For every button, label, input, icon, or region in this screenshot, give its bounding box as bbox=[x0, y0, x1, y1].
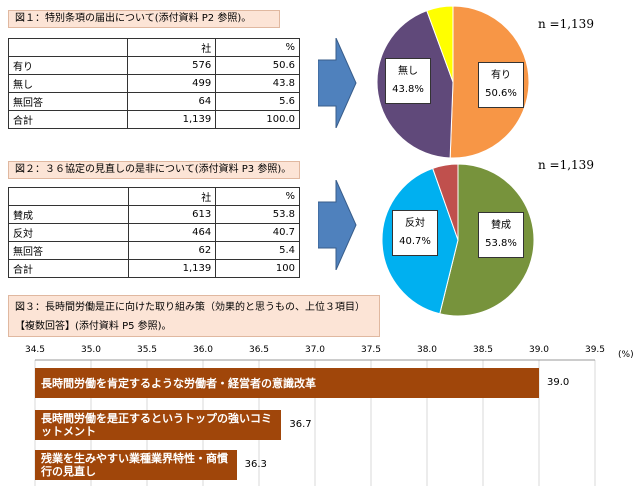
row-count: 464 bbox=[127, 223, 217, 242]
row-label: 賛成 bbox=[8, 205, 129, 224]
pie-slice bbox=[426, 5, 454, 83]
fig1-caption: 図１：特別条項の届出について(添付資料 P2 参照)。 bbox=[8, 10, 280, 28]
row-pct: 50.6 bbox=[215, 56, 300, 75]
header-cell: % bbox=[215, 38, 300, 57]
label-pct: 43.8% bbox=[392, 84, 424, 95]
pie2-label-for: 賛成 53.8% bbox=[478, 212, 524, 258]
label-pct: 53.8% bbox=[485, 238, 517, 249]
label-pct: 40.7% bbox=[399, 236, 431, 247]
fig2-table: 社 % 賛成 613 53.8 反対 464 40.7 無回答 62 5.4 合… bbox=[8, 187, 300, 278]
pie2-label-against: 反対 40.7% bbox=[392, 210, 438, 256]
header-cell bbox=[8, 187, 129, 206]
tick-label: 38.0 bbox=[416, 345, 438, 355]
header-cell: % bbox=[215, 187, 300, 206]
bar-value-label: 39.0 bbox=[547, 377, 570, 388]
pie-slice bbox=[432, 163, 459, 241]
row-label: 反対 bbox=[8, 223, 129, 242]
row-pct: 5.6 bbox=[215, 92, 300, 111]
row-label: 無回答 bbox=[7, 92, 129, 111]
header-cell: 社 bbox=[127, 38, 217, 57]
row-count: 613 bbox=[127, 205, 217, 224]
tick-label: 35.0 bbox=[80, 345, 102, 355]
tick-label: 35.5 bbox=[136, 345, 158, 355]
row-pct: 100 bbox=[215, 259, 300, 278]
label-text: 有り bbox=[491, 70, 511, 81]
row-count: 1,139 bbox=[127, 259, 217, 278]
table-row: 無し 499 43.8 bbox=[7, 74, 300, 93]
fig2-n-label: n =1,139 bbox=[538, 158, 594, 172]
x-axis-unit: (%) bbox=[618, 350, 634, 360]
label-text: 賛成 bbox=[491, 220, 511, 231]
fig2-caption: 図２：３６協定の見直しの是非について(添付資料 P3 参照)。 bbox=[8, 161, 300, 179]
bar-value-label: 36.7 bbox=[289, 419, 312, 430]
tick-label: 39.5 bbox=[584, 345, 606, 355]
label-pct: 50.6% bbox=[485, 88, 517, 99]
arrow-right-icon bbox=[318, 180, 357, 270]
tick-label: 38.5 bbox=[472, 345, 494, 355]
table-header-row: 社 % bbox=[7, 38, 300, 57]
tick-label: 37.5 bbox=[360, 345, 382, 355]
arrow-right-icon bbox=[318, 38, 357, 128]
row-pct: 53.8 bbox=[215, 205, 300, 224]
row-pct: 100.0 bbox=[215, 110, 300, 129]
row-pct: 40.7 bbox=[215, 223, 300, 242]
table-row: 合計 1,139 100.0 bbox=[7, 110, 300, 129]
table-row: 反対 464 40.7 bbox=[8, 223, 300, 242]
fig3-caption-line1: 図３：長時間労働是正に向けた取り組み策（効果的と思うもの、上位３項目） bbox=[15, 302, 365, 313]
row-label: 無回答 bbox=[8, 241, 129, 260]
row-label: 合計 bbox=[7, 110, 129, 129]
pie1-label-yes: 有り 50.6% bbox=[478, 62, 524, 108]
table-header-row: 社 % bbox=[8, 187, 300, 206]
bar-category-label: 長時間労働を肯定するような労働者・経営者の意識改革 bbox=[41, 376, 316, 390]
row-pct: 5.4 bbox=[215, 241, 300, 260]
table-row: 有り 576 50.6 bbox=[7, 56, 300, 75]
header-cell: 社 bbox=[127, 187, 217, 206]
bar-category-label: 残業を生みやすい業種業界特性・商慣行の見直し bbox=[41, 452, 228, 478]
row-label: 合計 bbox=[8, 259, 129, 278]
tick-label: 39.0 bbox=[528, 345, 550, 355]
row-count: 576 bbox=[127, 56, 217, 75]
bar-category-label: 長時間労働を是正するというトップの強いコミットメント bbox=[41, 412, 272, 438]
fig1-table: 社 % 有り 576 50.6 無し 499 43.8 無回答 64 5.6 合… bbox=[7, 38, 300, 129]
bar: 長時間労働を肯定するような労働者・経営者の意識改革 bbox=[35, 368, 539, 398]
tick-label: 37.0 bbox=[304, 345, 326, 355]
tick-label: 36.5 bbox=[248, 345, 270, 355]
tick-label: 36.0 bbox=[192, 345, 214, 355]
header-cell bbox=[7, 38, 129, 57]
table-row: 賛成 613 53.8 bbox=[8, 205, 300, 224]
row-count: 1,139 bbox=[127, 110, 217, 129]
row-label: 有り bbox=[7, 56, 129, 75]
bar: 残業を生みやすい業種業界特性・商慣行の見直し bbox=[35, 450, 237, 480]
label-text: 無し bbox=[398, 66, 418, 77]
table-row: 無回答 62 5.4 bbox=[8, 241, 300, 260]
table-row: 合計 1,139 100 bbox=[8, 259, 300, 278]
fig3-caption-line2: 【複数回答】(添付資料 P5 参照)。 bbox=[15, 321, 172, 332]
label-text: 反対 bbox=[405, 218, 425, 229]
row-count: 64 bbox=[127, 92, 217, 111]
fig1-n-label: n =1,139 bbox=[538, 17, 594, 31]
table-row: 無回答 64 5.6 bbox=[7, 92, 300, 111]
row-count: 499 bbox=[127, 74, 217, 93]
row-pct: 43.8 bbox=[215, 74, 300, 93]
fig3-caption: 図３：長時間労働是正に向けた取り組み策（効果的と思うもの、上位３項目） 【複数回… bbox=[8, 295, 380, 337]
row-label: 無し bbox=[7, 74, 129, 93]
row-count: 62 bbox=[127, 241, 217, 260]
bar-value-label: 36.3 bbox=[244, 459, 267, 470]
pie1-label-no: 無し 43.8% bbox=[385, 58, 431, 104]
tick-label: 34.5 bbox=[24, 345, 46, 355]
bar: 長時間労働を是正するというトップの強いコミットメント bbox=[35, 410, 282, 440]
